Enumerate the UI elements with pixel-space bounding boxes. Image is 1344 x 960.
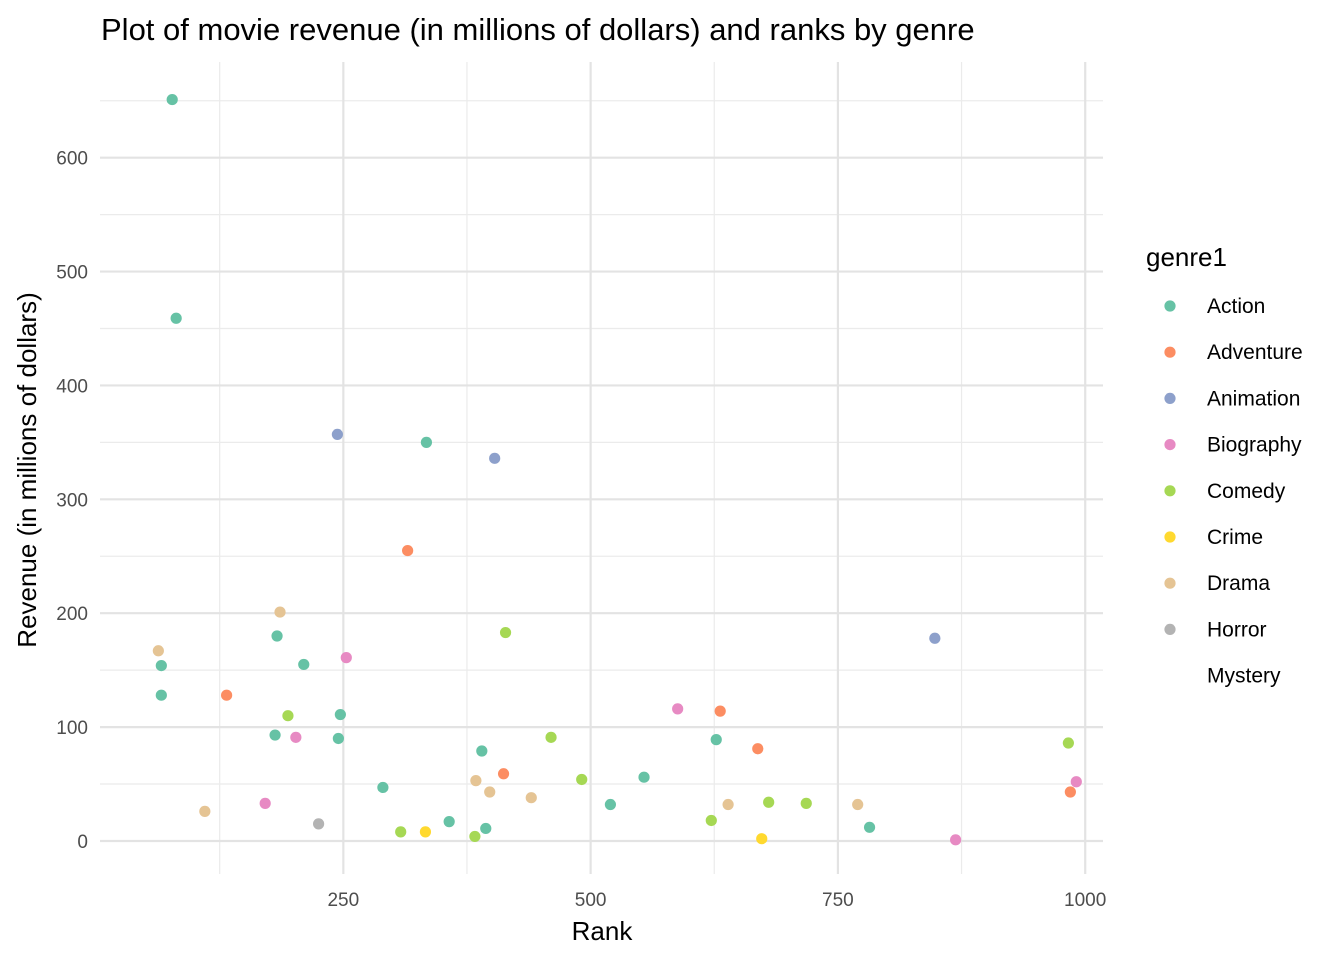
point-comedy [800,797,812,809]
point-biography [290,731,302,743]
legend-label-crime: Crime [1207,526,1263,549]
point-adventure [752,743,764,755]
point-drama [484,786,496,798]
point-biography [259,797,271,809]
data-points [152,93,1082,846]
point-crime [419,826,432,838]
point-animation [489,452,501,464]
y-tick-label: 400 [56,376,88,397]
point-comedy [705,814,717,827]
y-tick-label: 0 [77,832,88,853]
point-action [332,732,344,745]
point-adventure [221,689,233,701]
point-horror [313,818,325,830]
legend-key-action [1164,300,1176,312]
point-action [298,658,310,671]
point-comedy [499,626,512,639]
point-animation [331,428,343,441]
legend-label-biography: Biography [1207,434,1302,457]
point-biography [340,652,352,664]
legend-key-adventure [1164,346,1176,358]
point-drama [852,798,864,811]
point-action [443,816,455,828]
point-action [604,798,617,811]
point-drama [525,792,537,804]
tick-labels: 250 500 750 1000 0 100 200 300 400 500 600 [56,149,1106,911]
y-tick-label: 200 [56,604,88,625]
legend-key-mystery [1164,670,1176,682]
legend: Action Adventure Animation Biography Comedy C… [1164,295,1303,688]
point-action [710,734,722,746]
y-axis-title: Revenue (in millions of dollars) [12,292,42,647]
point-action [420,436,433,448]
point-action [863,821,876,833]
point-comedy [1062,737,1074,749]
point-drama [722,798,734,811]
legend-key-crime [1164,531,1176,543]
grid-lines [100,62,1103,874]
legend-key-comedy [1164,485,1176,497]
x-tick-label: 1000 [1064,890,1106,911]
x-tick-label: 750 [822,890,854,911]
legend-label-adventure: Adventure [1207,341,1303,364]
chart-title: Plot of movie revenue (in millions of do… [101,12,975,47]
point-action [269,729,281,741]
point-action [271,630,283,642]
point-crime [756,833,768,845]
point-action [170,312,182,324]
legend-key-biography [1164,439,1176,451]
legend-key-horror [1164,623,1176,636]
legend-label-comedy: Comedy [1207,480,1286,503]
point-comedy [395,826,407,838]
legend-label-action: Action [1207,295,1265,318]
point-adventure [497,768,510,780]
point-action [476,745,488,757]
point-action [638,771,650,783]
point-action [377,781,389,794]
legend-title: genre1 [1146,242,1227,272]
point-action [334,708,346,721]
point-biography [1070,776,1082,788]
point-adventure [1064,786,1076,798]
x-tick-label: 500 [575,890,607,911]
y-tick-label: 600 [56,149,88,170]
y-tick-label: 500 [56,263,88,284]
point-comedy [545,731,557,743]
point-animation [929,632,941,644]
point-drama [470,775,482,787]
x-tick-label: 250 [327,890,359,911]
legend-label-animation: Animation [1207,387,1300,410]
point-biography [672,703,684,715]
point-drama [274,606,286,618]
point-action [155,659,167,672]
point-adventure [402,544,414,557]
legend-key-animation [1164,392,1176,404]
point-action [166,93,178,106]
legend-key-drama [1164,577,1176,589]
legend-label-horror: Horror [1207,618,1267,641]
point-comedy [576,773,588,786]
point-adventure [714,705,726,717]
point-biography [950,834,962,846]
point-comedy [282,710,294,722]
x-axis-title: Rank [572,916,634,946]
point-comedy [469,830,481,843]
point-action [155,689,167,701]
legend-label-mystery: Mystery [1207,665,1281,688]
legend-label-drama: Drama [1207,572,1270,595]
y-tick-label: 100 [56,718,88,739]
y-tick-label: 300 [56,490,88,511]
point-drama [152,645,164,657]
point-drama [199,805,211,817]
point-action [480,822,492,835]
point-comedy [763,796,775,808]
